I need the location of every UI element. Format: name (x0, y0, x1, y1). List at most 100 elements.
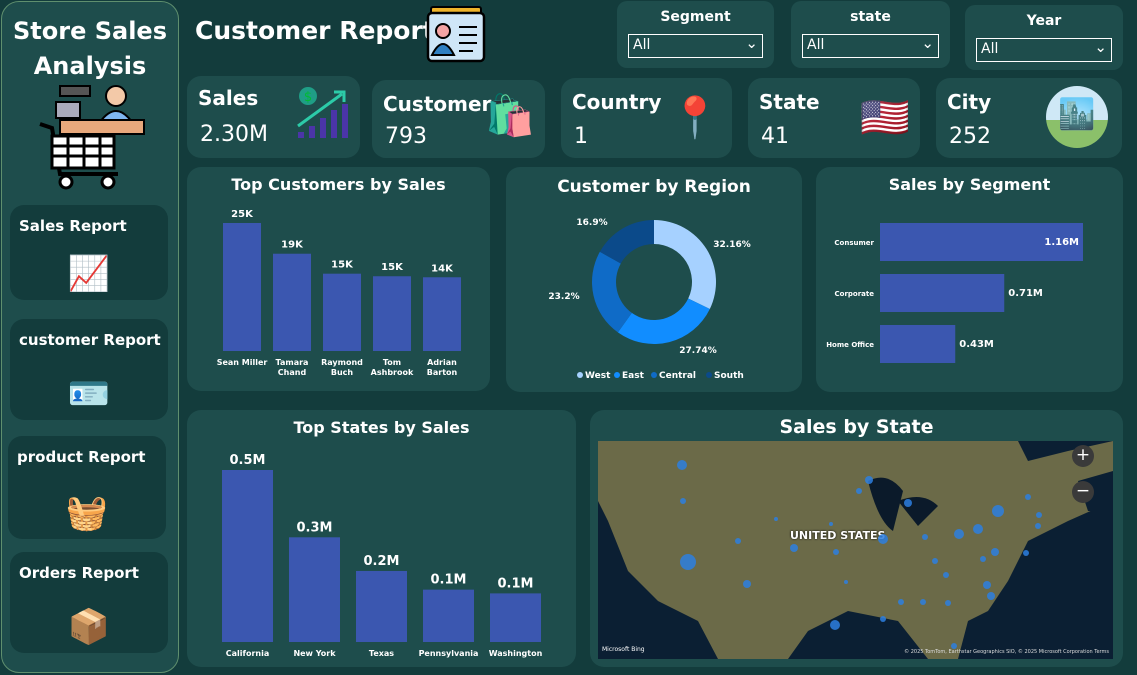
bar (273, 253, 311, 351)
svg-text:$: $ (304, 90, 312, 105)
data-label: 27.74% (679, 346, 717, 356)
data-label: 15K (381, 262, 404, 273)
nav-customer-report[interactable]: customer Report 🪪 (10, 319, 168, 420)
map-attribution[interactable]: © 2025 TomTom, Earthstar Geographics SIO… (904, 649, 1109, 655)
zoom-out-button[interactable]: − (1072, 481, 1094, 503)
year-dropdown[interactable]: All ⌄ (976, 38, 1112, 62)
category-label: New York (293, 649, 336, 658)
donut-slice (599, 220, 654, 264)
state-bubble (680, 498, 686, 504)
category-label: Raymond Buch (321, 358, 363, 377)
segment-dropdown[interactable]: All ⌄ (628, 34, 763, 58)
bar (356, 570, 407, 642)
sales-growth-icon: 📈 (67, 254, 111, 294)
kpi-city: City 252 🏙️ (936, 78, 1122, 158)
state-filter: state All ⌄ (791, 1, 950, 68)
bar (880, 325, 956, 363)
top-customers-chart: Top Customers by Sales 25K Sean Miller 19K… (187, 167, 490, 391)
bar (423, 589, 474, 642)
id-card-icon: 🪪 (67, 374, 111, 414)
state-bubble (943, 572, 949, 578)
city-icon: 🏙️ (1046, 86, 1108, 148)
legend-marker (577, 372, 583, 378)
box-check-icon: 📦 (67, 607, 111, 647)
bar (490, 593, 541, 642)
donut-slice (617, 298, 710, 344)
bar (223, 223, 261, 351)
state-bubble (790, 544, 798, 552)
kpi-sales: Sales 2.30M $ (187, 76, 360, 158)
cashier-cart-icon (38, 84, 146, 190)
state-bubble (951, 643, 957, 649)
state-bubble (833, 549, 839, 555)
kpi-customer: Customer 793 🛍️ (372, 80, 545, 158)
state-bubble (680, 554, 696, 570)
kpi-value: 793 (385, 124, 427, 149)
kpi-state: State 41 🇺🇸 (748, 78, 920, 158)
category-label: Home Office (826, 341, 874, 349)
kpi-value: 41 (761, 124, 789, 149)
data-label: 32.16% (713, 240, 751, 250)
state-bubble (987, 592, 995, 600)
state-bubble (932, 558, 938, 564)
bar (222, 470, 273, 642)
data-label: 19K (281, 240, 304, 251)
kpi-value: 252 (949, 124, 991, 149)
nav-sales-report[interactable]: Sales Report 📈 (10, 205, 168, 300)
nav-label: customer Report (19, 331, 161, 349)
state-bubble (844, 580, 848, 584)
us-map-flag-icon: 🇺🇸 (860, 95, 910, 141)
category-label: Corporate (835, 290, 875, 298)
top-states-chart: Top States by Sales 0.5M California 0.3M Ne… (187, 410, 576, 667)
state-bubble (954, 529, 964, 539)
state-bubble (922, 534, 928, 540)
chart-title: Sales by State (779, 416, 934, 438)
donut-slice (592, 251, 632, 333)
region-donut-svg: 32.16% 27.74% 23.2% 16.9% West East Central Sou… (548, 218, 751, 381)
state-bubble (677, 460, 687, 470)
category-label: Adrian Barton (427, 358, 458, 377)
state-bubble (829, 522, 833, 526)
data-label: 0.1M (498, 576, 534, 591)
state-bubble (735, 538, 741, 544)
category-label: Consumer (834, 239, 874, 247)
state-bubble (743, 580, 751, 588)
chart-title: Customer by Region (557, 177, 751, 197)
nav-orders-report[interactable]: Orders Report 📦 (10, 552, 168, 653)
sales-segment-chart: Sales by Segment Consumer 1.16M Corporate 0… (816, 167, 1123, 392)
state-bubble (1036, 512, 1042, 518)
state-bubble (904, 499, 912, 507)
bar (373, 276, 411, 351)
state-bubble (880, 616, 886, 622)
bar (880, 274, 1005, 312)
state-bubble (856, 488, 862, 494)
kpi-label: City (947, 90, 992, 114)
map-bubbles (677, 460, 1042, 649)
sidebar: Store Sales Analysis Sales Report 📈 cust… (1, 1, 179, 673)
data-label: 0.2M (364, 554, 400, 569)
kpi-label: State (759, 90, 820, 114)
legend-item: South (714, 371, 744, 381)
zoom-in-button[interactable]: + (1072, 445, 1094, 467)
data-label: 0.5M (230, 453, 266, 468)
bar (423, 277, 461, 351)
nav-product-report[interactable]: product Report 🧺 (8, 436, 166, 539)
map-canvas[interactable]: UNITED STATES + − Microsoft Bing © 2025 … (598, 441, 1113, 659)
data-label: 14K (431, 263, 454, 274)
bar (323, 273, 361, 351)
data-label: 15K (331, 260, 354, 271)
state-bubble (774, 517, 778, 521)
dropdown-value: All (807, 37, 825, 53)
state-dropdown[interactable]: All ⌄ (802, 34, 939, 58)
data-label: 0.43M (959, 339, 994, 350)
filter-label: Year (1026, 13, 1062, 29)
bar (289, 537, 340, 642)
category-label: Sean Miller (217, 358, 268, 367)
state-bubble (1035, 523, 1041, 529)
legend-marker (614, 372, 620, 378)
legend-marker (651, 372, 657, 378)
state-bubble (1023, 550, 1029, 556)
nav-label: Orders Report (19, 564, 139, 582)
category-label: Washington (489, 649, 543, 658)
state-bubble (865, 476, 873, 484)
